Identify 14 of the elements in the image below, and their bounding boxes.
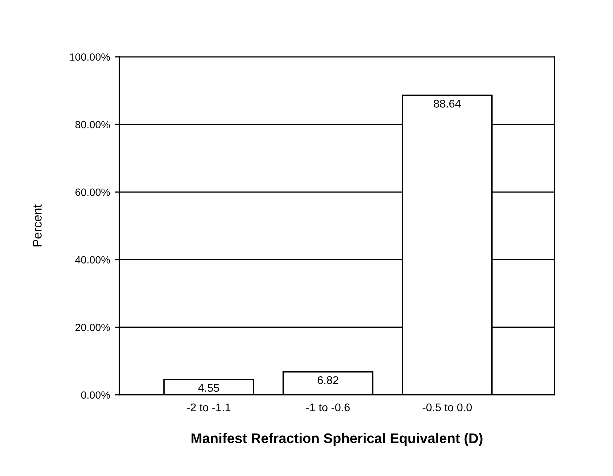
y-tick-label: 60.00% xyxy=(76,188,110,196)
data-label: 4.55 xyxy=(198,384,220,392)
y-tick-label: 80.00% xyxy=(76,121,110,129)
y-tick-label: 0.00% xyxy=(81,392,110,399)
y-axis-title: Percent xyxy=(33,204,42,247)
data-label: 6.82 xyxy=(318,376,338,384)
y-tick-label: 40.00% xyxy=(75,256,110,264)
x-tick-label: -1 to -0.6 xyxy=(306,404,350,412)
y-tick-label: 100.00% xyxy=(70,54,110,61)
data-label: 88.64 xyxy=(434,100,462,108)
x-axis-title: Manifest Refraction Spherical Equivalent (D) xyxy=(192,433,483,446)
x-tick-label: -2 to -1.1 xyxy=(187,404,231,412)
x-tick-label: -0.5 to 0.0 xyxy=(422,404,472,412)
y-tick-label: 20.00% xyxy=(76,324,110,332)
